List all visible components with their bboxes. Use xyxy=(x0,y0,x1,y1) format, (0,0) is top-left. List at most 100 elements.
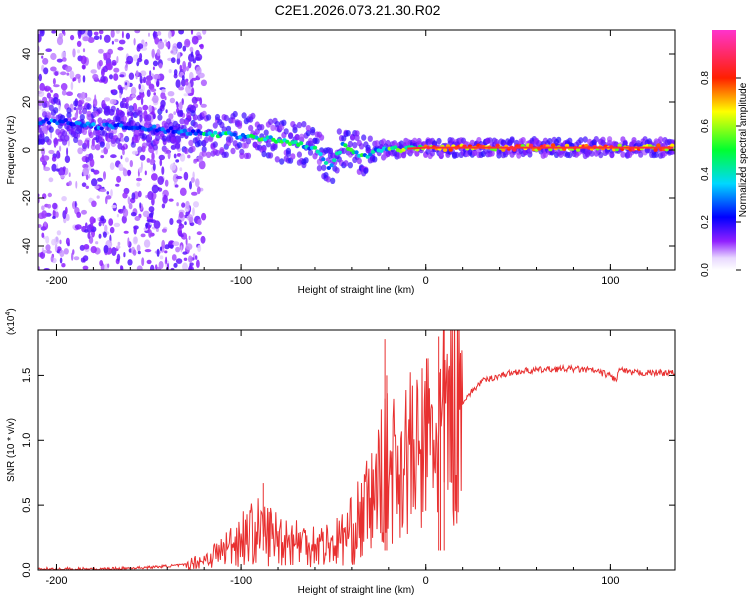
heatmap-noise-cell xyxy=(136,182,141,187)
heatmap-halo-cell xyxy=(567,151,573,159)
heatmap-halo-cell xyxy=(241,112,247,119)
heatmap-noise-cell xyxy=(176,202,179,207)
heatmap-noise-cell xyxy=(170,267,175,270)
heatmap-halo-cell xyxy=(509,137,515,144)
heatmap-noise-cell xyxy=(70,34,75,41)
heatmap-noise-cell xyxy=(158,63,163,69)
heatmap-noise-cell xyxy=(92,98,98,108)
heatmap-noise-cell xyxy=(156,78,160,88)
heatmap-halo-cell xyxy=(221,126,227,133)
heatmap-halo-cell xyxy=(201,150,207,157)
heatmap-halo-cell xyxy=(66,107,72,114)
heatmap-noise-cell xyxy=(90,246,97,254)
heatmap-noise-cell xyxy=(200,235,206,244)
heatmap-noise-cell xyxy=(185,200,190,210)
heatmap-noise-cell xyxy=(136,45,141,52)
heatmap-noise-cell xyxy=(177,226,182,236)
heatmap-noise-cell xyxy=(132,249,137,256)
heatmap-noise-cell xyxy=(172,43,178,51)
heatmap-noise-cell xyxy=(111,40,114,45)
heatmap-noise-cell xyxy=(159,246,163,251)
heatmap-noise-cell xyxy=(170,50,174,54)
heatmap-noise-cell xyxy=(148,104,153,113)
heatmap-noise-cell xyxy=(179,153,186,162)
heatmap-noise-cell xyxy=(200,79,207,87)
heatmap-ridge-cell xyxy=(232,132,237,137)
heatmap-noise-cell xyxy=(189,181,192,190)
heatmap-halo-cell xyxy=(265,141,271,148)
heatmap-noise-cell xyxy=(104,224,108,233)
heatmap-halo-cell xyxy=(296,151,302,158)
heatmap-noise-cell xyxy=(99,34,102,40)
heatmap-noise-cell xyxy=(188,235,191,240)
heatmap-ridge-cell xyxy=(213,130,218,135)
heatmap-halo-cell xyxy=(341,147,347,155)
bottom-y-axis-label: SNR (10 * v/v) xyxy=(6,418,17,482)
heatmap-halo-cell xyxy=(272,143,278,151)
heatmap-noise-cell xyxy=(194,56,201,61)
heatmap-noise-cell xyxy=(95,241,99,245)
heatmap-halo-cell xyxy=(119,111,125,118)
heatmap-noise-cell xyxy=(98,59,103,67)
scale-prefix: (x10 xyxy=(6,315,17,335)
heatmap-noise-cell xyxy=(82,65,86,70)
heatmap-noise-cell xyxy=(45,244,51,252)
colorbar-gradient xyxy=(712,30,736,270)
heatmap-noise-cell xyxy=(131,150,139,155)
heatmap-noise-cell xyxy=(78,30,86,35)
heatmap-ridge-cell xyxy=(348,147,354,152)
heatmap-noise-cell xyxy=(127,169,132,176)
heatmap-noise-cell xyxy=(178,86,185,91)
top-y-axis-label: Frequency (Hz) xyxy=(6,116,17,185)
heatmap-noise-cell xyxy=(83,244,90,250)
heatmap-halo-cell xyxy=(454,151,460,159)
heatmap-halo-cell xyxy=(487,137,493,144)
heatmap-noise-cell xyxy=(140,233,146,238)
heatmap-noise-cell xyxy=(131,94,136,98)
heatmap-halo-cell xyxy=(179,118,185,125)
heatmap-noise-cell xyxy=(150,88,157,92)
heatmap-noise-cell xyxy=(93,169,100,175)
heatmap-noise-cell xyxy=(56,36,64,46)
heatmap-noise-cell xyxy=(43,166,51,172)
heatmap-noise-cell xyxy=(201,212,207,221)
heatmap-noise-cell xyxy=(136,244,141,252)
heatmap-noise-cell xyxy=(110,189,113,197)
heatmap-noise-cell xyxy=(53,84,60,88)
heatmap-halo-cell xyxy=(137,146,143,153)
heatmap-noise-cell xyxy=(181,78,186,87)
heatmap-noise-cell xyxy=(47,192,52,198)
heatmap-noise-cell xyxy=(91,178,98,187)
heatmap-noise-cell xyxy=(195,49,200,57)
heatmap-noise-cell xyxy=(164,39,168,43)
heatmap-halo-cell xyxy=(163,147,170,155)
heatmap-noise-cell xyxy=(111,247,117,256)
heatmap-ridge-cell xyxy=(166,128,171,133)
heatmap-noise-cell xyxy=(39,30,45,37)
heatmap-noise-cell xyxy=(41,210,48,219)
heatmap-noise-cell xyxy=(153,220,161,229)
heatmap-halo-cell xyxy=(261,145,267,153)
heatmap-noise-cell xyxy=(184,81,189,86)
heatmap-noise-cell xyxy=(148,206,155,213)
heatmap-noise-cell xyxy=(198,160,206,170)
heatmap-ridge-cell xyxy=(448,147,453,152)
heatmap-noise-cell xyxy=(173,69,178,76)
heatmap-halo-cell xyxy=(88,131,94,139)
heatmap-halo-cell xyxy=(212,122,218,129)
heatmap-noise-cell xyxy=(171,254,177,261)
heatmap-noise-cell xyxy=(151,184,159,194)
heatmap-noise-cell xyxy=(88,174,91,179)
heatmap-noise-cell xyxy=(191,35,199,45)
snr-panel: -200 -100 0 100 0.0 0.5 1.0 1.5 Height of stra… xyxy=(5,308,676,596)
heatmap-halo-cell xyxy=(259,124,265,131)
heatmap-halo-cell xyxy=(367,135,373,142)
heatmap-halo-cell xyxy=(396,152,402,159)
heatmap-noise-cell xyxy=(135,70,139,77)
heatmap-halo-cell xyxy=(66,111,72,119)
heatmap-noise-cell xyxy=(124,64,128,72)
heatmap-halo-cell xyxy=(327,147,334,154)
heatmap-halo-cell xyxy=(81,128,88,135)
heatmap-noise-cell xyxy=(151,48,155,58)
heatmap-halo-cell xyxy=(73,136,79,143)
